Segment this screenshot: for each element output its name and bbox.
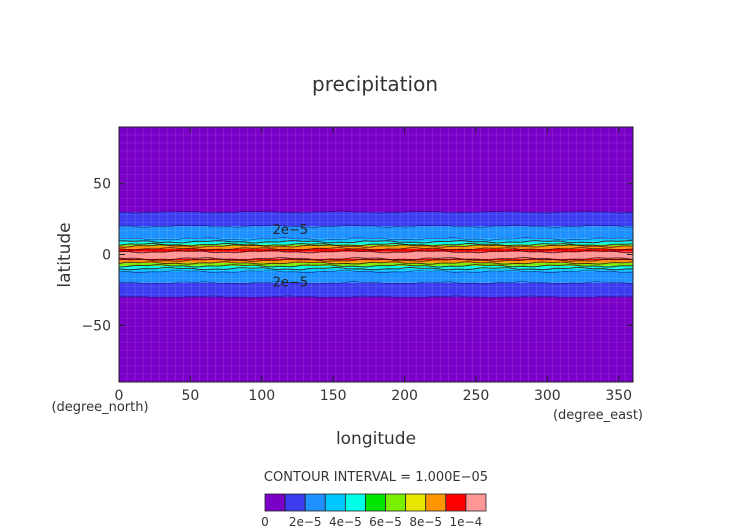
precip-band-11	[119, 244, 633, 246]
precip-band-16	[119, 127, 633, 212]
precip-band-4	[119, 265, 633, 269]
precip-band-0	[119, 297, 633, 382]
contour-line-15	[118, 224, 634, 228]
contour-label-1: 2e−5	[273, 275, 308, 290]
colorbar-swatch-7	[405, 493, 427, 512]
y-axis-ticks: −50 0 50	[81, 177, 633, 334]
colorbar-swatch-0	[264, 493, 286, 512]
contour-line-1	[118, 295, 634, 299]
precip-band-8	[119, 251, 633, 259]
precip-band-12	[119, 241, 633, 245]
contour-line-13	[118, 239, 634, 244]
colorbar-swatch-6	[385, 493, 407, 512]
contour-line-7	[118, 258, 634, 262]
precip-band-2	[119, 271, 633, 283]
x-tick-label: 150	[320, 388, 347, 404]
colorbar-tick-label: 0	[261, 515, 269, 529]
x-axis-ticks: 0 50 100 150 200 250 300 350	[115, 127, 632, 404]
x-tick-label: 0	[115, 388, 124, 404]
x-tick-label: 100	[248, 388, 275, 404]
contour-interval-text: CONTOUR INTERVAL = 1.000E−05	[264, 470, 488, 485]
colorbar-swatch-9	[445, 493, 467, 512]
precip-band-14	[119, 226, 633, 239]
colorbar	[264, 493, 487, 512]
x-tick-label: 200	[391, 388, 418, 404]
y-tick-label: −50	[81, 318, 111, 334]
contour-line-5	[118, 264, 633, 268]
contour-line-8	[118, 256, 634, 261]
precip-band-13	[119, 238, 633, 242]
colorbar-swatch-8	[425, 493, 447, 512]
colorbar-swatch-4	[344, 493, 366, 512]
colorbar-swatch-5	[365, 493, 386, 512]
x-tick-label: 300	[534, 388, 561, 404]
contour-line-11	[118, 244, 634, 248]
contour-label-0: 2e−5	[273, 223, 308, 238]
x-unit-label: (degree_east)	[553, 408, 643, 423]
colorbar-swatch-3	[324, 493, 346, 512]
x-tick-label: 50	[181, 388, 199, 404]
plot-area: 2e−5 2e−5	[118, 126, 634, 383]
chart-title: precipitation	[312, 72, 438, 96]
contour-lines	[118, 210, 634, 299]
contour-line-12	[118, 242, 634, 247]
colorbar-tick-label: 4e−5	[329, 515, 362, 529]
precip-band-10	[119, 246, 633, 249]
contour-line-10	[118, 247, 634, 251]
precip-band-6	[119, 260, 633, 263]
colorbar-swatch-2	[304, 493, 326, 512]
colorbar-tick-labels: 0 2e−5 4e−5 6e−5 8e−5 1e−4	[261, 515, 482, 529]
colorbar-swatch-1	[284, 493, 306, 512]
contour-line-9	[118, 249, 634, 254]
precip-band-1	[119, 282, 633, 297]
y-unit-label: (degree_north)	[51, 400, 148, 415]
precip-band-15	[119, 212, 633, 227]
contour-labels: 2e−5 2e−5	[273, 223, 308, 290]
colorbar-tick-label: 2e−5	[289, 515, 322, 529]
contour-line-4	[118, 266, 633, 271]
contour-line-16	[118, 210, 634, 214]
contour-line-3	[118, 269, 634, 274]
x-axis-label: longitude	[336, 429, 416, 449]
x-tick-label: 350	[605, 388, 632, 404]
precip-band-5	[119, 263, 633, 266]
y-axis-label: latitude	[55, 222, 75, 287]
colorbar-tick-label: 1e−4	[450, 515, 483, 529]
x-tick-label: 250	[463, 388, 490, 404]
colorbar-tick-label: 6e−5	[369, 515, 402, 529]
grid-lines	[118, 126, 634, 383]
y-tick-label: 50	[93, 177, 111, 193]
contour-line-14	[118, 237, 634, 241]
contour-line-2	[118, 281, 634, 285]
contour-line-6	[118, 261, 634, 265]
colorbar-swatch-10	[465, 493, 487, 512]
y-tick-label: 0	[102, 248, 111, 264]
colorbar-tick-label: 8e−5	[409, 515, 442, 529]
